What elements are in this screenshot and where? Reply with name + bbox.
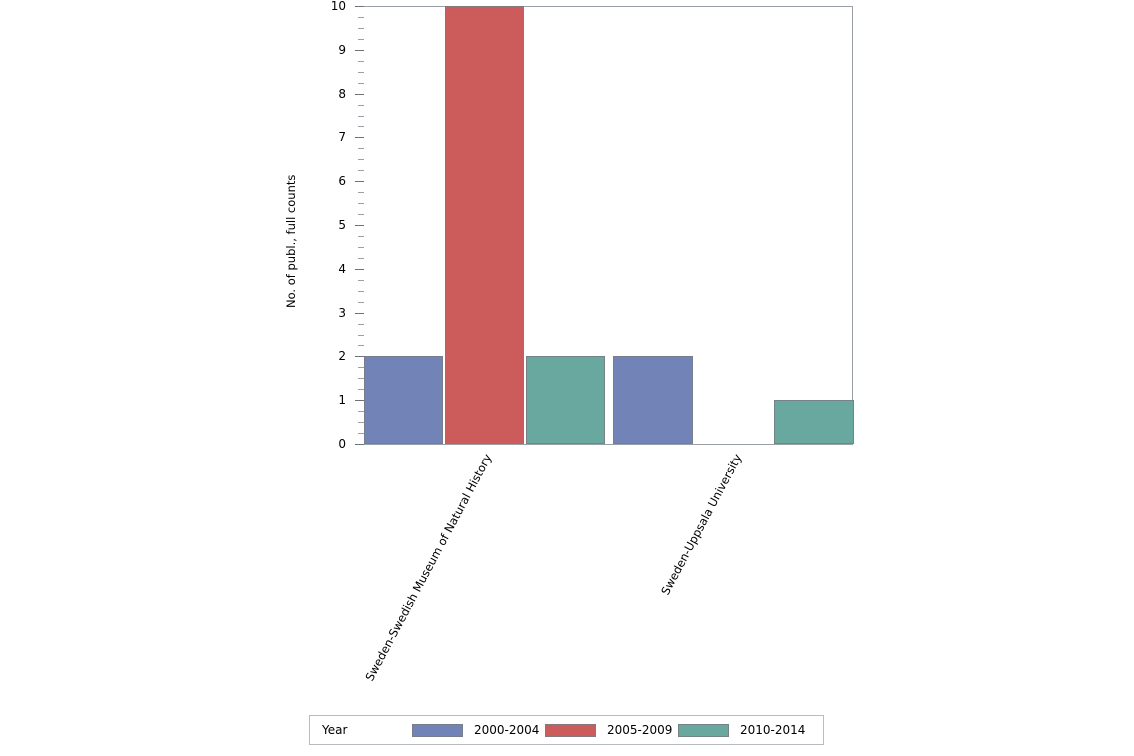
y-tick-label: 4	[338, 261, 346, 276]
legend-swatch	[412, 723, 463, 737]
y-tick-minor	[358, 115, 364, 117]
y-tick-minor	[358, 334, 364, 336]
legend: Year 2000-2004 2005-2009 2010-2014	[309, 715, 824, 745]
y-tick-label: 10	[330, 0, 346, 13]
y-tick-minor	[358, 279, 364, 281]
y-tick-minor	[358, 378, 364, 380]
y-tick-major	[355, 6, 364, 7]
y-tick-major	[355, 137, 364, 139]
y-tick-minor	[358, 82, 364, 84]
y-tick-minor	[358, 27, 364, 29]
y-tick-label: 0	[338, 437, 346, 451]
y-tick-minor	[358, 323, 364, 325]
y-tick-minor	[358, 38, 364, 40]
y-tick-minor	[358, 301, 364, 303]
y-tick-major	[355, 444, 364, 445]
y-tick-minor	[358, 60, 364, 62]
y-tick-label: 1	[338, 393, 346, 408]
y-tick-minor	[358, 389, 364, 391]
y-tick-minor	[358, 126, 364, 128]
y-tick-label: 7	[338, 130, 346, 145]
y-tick-minor	[358, 422, 364, 424]
y-tick-major	[355, 93, 364, 95]
y-tick-label: 9	[338, 42, 346, 57]
bar	[526, 356, 605, 444]
y-tick-minor	[358, 16, 364, 18]
legend-entry[interactable]: 2005-2009	[545, 723, 678, 737]
y-tick-minor	[358, 411, 364, 413]
y-tick-minor	[358, 192, 364, 194]
y-tick-minor	[358, 159, 364, 161]
bars-layer	[364, 6, 854, 444]
y-tick-major	[355, 312, 364, 314]
x-category-label: Sweden-Uppsala University	[658, 451, 745, 598]
y-tick-label: 2	[338, 349, 346, 364]
y-tick-minor	[358, 345, 364, 347]
legend-entry[interactable]: 2010-2014	[678, 723, 811, 737]
legend-content: Year 2000-2004 2005-2009 2010-2014	[310, 716, 823, 744]
legend-label: 2000-2004	[474, 723, 540, 737]
y-tick-major	[355, 181, 364, 183]
plot-area	[364, 6, 854, 444]
y-tick-minor	[358, 433, 364, 435]
y-tick-minor	[358, 203, 364, 205]
y-tick-minor	[358, 367, 364, 369]
y-tick-major	[355, 400, 364, 402]
bar	[445, 6, 524, 444]
bar	[364, 356, 443, 444]
y-tick-minor	[358, 214, 364, 216]
legend-title: Year	[322, 723, 348, 737]
bar	[613, 356, 693, 444]
legend-swatch	[678, 723, 729, 737]
legend-label: 2010-2014	[740, 723, 806, 737]
y-tick-major	[355, 268, 364, 270]
y-tick-major	[355, 356, 364, 358]
y-tick-major	[355, 225, 364, 226]
legend-entry[interactable]: 2000-2004	[412, 723, 545, 737]
y-tick-label: 6	[338, 174, 346, 189]
y-tick-minor	[358, 104, 364, 106]
y-tick-major	[355, 49, 364, 51]
y-tick-label: 3	[338, 305, 346, 320]
y-tick-label: 8	[338, 86, 346, 101]
bar	[774, 400, 854, 444]
y-tick-minor	[358, 170, 364, 172]
legend-label: 2005-2009	[607, 723, 673, 737]
y-tick-minor	[358, 235, 364, 237]
x-axis-baseline	[364, 444, 853, 445]
y-tick-minor	[358, 71, 364, 73]
legend-swatch	[545, 723, 596, 737]
y-tick-minor	[358, 290, 364, 292]
x-category-label: Sweden-Swedish Museum of Natural History	[362, 451, 495, 684]
y-tick-minor	[358, 246, 364, 248]
y-tick-minor	[358, 257, 364, 259]
y-tick-minor	[358, 148, 364, 150]
y-tick-label: 5	[338, 218, 346, 232]
